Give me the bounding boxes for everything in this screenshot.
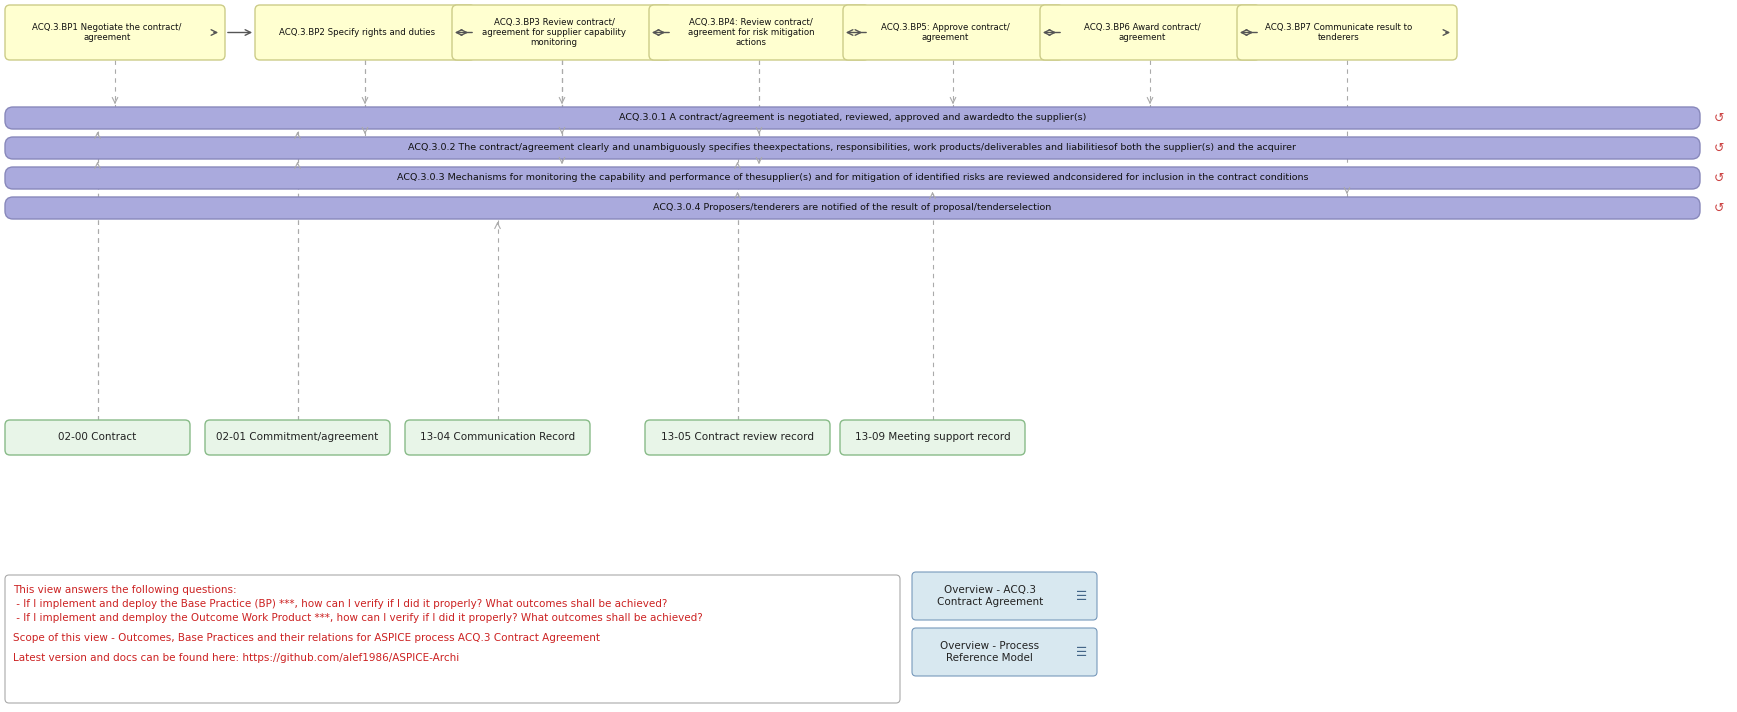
Text: ACQ.3.0.4 Proposers/tenderers are notified of the result of proposal/tenderselec: ACQ.3.0.4 Proposers/tenderers are notifi… <box>653 204 1051 212</box>
Text: Scope of this view - Outcomes, Base Practices and their relations for ASPICE pro: Scope of this view - Outcomes, Base Prac… <box>12 633 599 643</box>
Text: ACQ.3.BP1 Negotiate the contract/
agreement: ACQ.3.BP1 Negotiate the contract/ agreem… <box>33 23 182 42</box>
FancyBboxPatch shape <box>5 575 900 703</box>
Text: ACQ.3.BP3 Review contract/
agreement for supplier capability
monitoring: ACQ.3.BP3 Review contract/ agreement for… <box>481 18 625 48</box>
FancyBboxPatch shape <box>5 420 189 455</box>
Text: ACQ.3.BP5: Approve contract/
agreement: ACQ.3.BP5: Approve contract/ agreement <box>881 23 1009 42</box>
FancyBboxPatch shape <box>5 107 1701 129</box>
Text: Overview - ACQ.3
Contract Agreement: Overview - ACQ.3 Contract Agreement <box>936 585 1042 607</box>
Text: Latest version and docs can be found here: https://github.com/alef1986/ASPICE-Ar: Latest version and docs can be found her… <box>12 653 459 663</box>
Text: 13-04 Communication Record: 13-04 Communication Record <box>420 432 575 442</box>
Text: - If I implement and demploy the Outcome Work Product ***, how can I verify if I: - If I implement and demploy the Outcome… <box>12 613 703 623</box>
Text: ACQ.3.BP4: Review contract/
agreement for risk mitigation
actions: ACQ.3.BP4: Review contract/ agreement fo… <box>688 18 815 48</box>
FancyBboxPatch shape <box>205 420 391 455</box>
FancyBboxPatch shape <box>912 572 1098 620</box>
FancyBboxPatch shape <box>452 5 672 60</box>
Text: Overview - Process
Reference Model: Overview - Process Reference Model <box>940 642 1039 663</box>
Text: ACQ.3.0.3 Mechanisms for monitoring the capability and performance of thesupplie: ACQ.3.0.3 Mechanisms for monitoring the … <box>396 174 1308 182</box>
Text: ☰: ☰ <box>1077 590 1087 602</box>
FancyBboxPatch shape <box>5 5 226 60</box>
FancyBboxPatch shape <box>841 420 1025 455</box>
Text: ACQ.3.0.2 The contract/agreement clearly and unambiguously specifies theexpectat: ACQ.3.0.2 The contract/agreement clearly… <box>408 144 1296 152</box>
Text: ☰: ☰ <box>1077 646 1087 659</box>
Text: - If I implement and deploy the Base Practice (BP) ***, how can I verify if I di: - If I implement and deploy the Base Pra… <box>12 599 667 609</box>
FancyBboxPatch shape <box>5 137 1701 159</box>
FancyBboxPatch shape <box>912 628 1098 676</box>
FancyBboxPatch shape <box>5 167 1701 189</box>
FancyBboxPatch shape <box>255 5 474 60</box>
Text: ↺: ↺ <box>1714 172 1725 184</box>
Text: 13-09 Meeting support record: 13-09 Meeting support record <box>855 432 1011 442</box>
FancyBboxPatch shape <box>1237 5 1457 60</box>
Text: ACQ.3.BP6 Award contract/
agreement: ACQ.3.BP6 Award contract/ agreement <box>1084 23 1200 42</box>
FancyBboxPatch shape <box>650 5 868 60</box>
Text: ACQ.3.0.1 A contract/agreement is negotiated, reviewed, approved and awardedto t: ACQ.3.0.1 A contract/agreement is negoti… <box>618 113 1086 122</box>
FancyBboxPatch shape <box>644 420 830 455</box>
FancyBboxPatch shape <box>1040 5 1259 60</box>
FancyBboxPatch shape <box>842 5 1063 60</box>
Text: 02-01 Commitment/agreement: 02-01 Commitment/agreement <box>217 432 379 442</box>
Text: This view answers the following questions:: This view answers the following question… <box>12 585 236 595</box>
Text: 13-05 Contract review record: 13-05 Contract review record <box>662 432 815 442</box>
FancyBboxPatch shape <box>5 197 1701 219</box>
FancyBboxPatch shape <box>405 420 591 455</box>
Text: ACQ.3.BP2 Specify rights and duties: ACQ.3.BP2 Specify rights and duties <box>280 28 434 37</box>
Text: 02-00 Contract: 02-00 Contract <box>59 432 137 442</box>
Text: ↺: ↺ <box>1714 201 1725 214</box>
Text: ↺: ↺ <box>1714 142 1725 155</box>
Text: ↺: ↺ <box>1714 112 1725 125</box>
Text: ACQ.3.BP7 Communicate result to
tenderers: ACQ.3.BP7 Communicate result to tenderer… <box>1265 23 1412 42</box>
